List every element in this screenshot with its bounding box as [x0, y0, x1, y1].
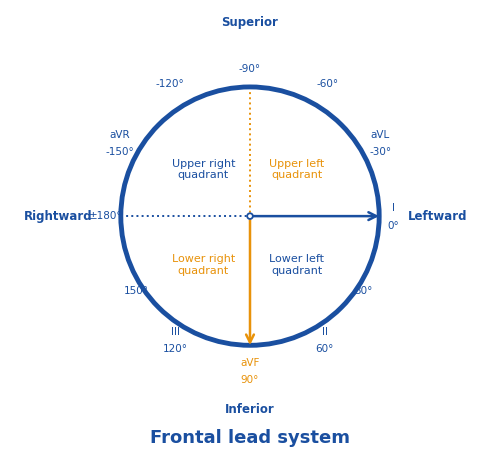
- Text: Frontal lead system: Frontal lead system: [150, 429, 350, 447]
- Text: Upper right
quadrant: Upper right quadrant: [172, 159, 235, 180]
- Text: Inferior: Inferior: [225, 404, 275, 416]
- Text: Lower left
quadrant: Lower left quadrant: [269, 254, 324, 276]
- Text: -150°: -150°: [105, 146, 134, 156]
- Text: III: III: [170, 327, 179, 337]
- Text: ±180°: ±180°: [88, 211, 122, 221]
- Text: Rightward: Rightward: [24, 210, 92, 223]
- Text: 120°: 120°: [162, 344, 188, 354]
- Text: Superior: Superior: [222, 16, 278, 29]
- Text: -60°: -60°: [316, 79, 338, 89]
- Text: -120°: -120°: [156, 79, 184, 89]
- Text: 0°: 0°: [388, 221, 400, 231]
- Text: I: I: [392, 203, 395, 213]
- Text: 150°: 150°: [124, 286, 149, 296]
- Text: Leftward: Leftward: [408, 210, 467, 223]
- Text: Lower right
quadrant: Lower right quadrant: [172, 254, 235, 276]
- Circle shape: [247, 213, 253, 219]
- Text: -90°: -90°: [239, 64, 261, 74]
- Text: Upper left
quadrant: Upper left quadrant: [269, 159, 324, 180]
- Text: 90°: 90°: [241, 375, 259, 385]
- Text: aVR: aVR: [109, 130, 130, 140]
- Text: 30°: 30°: [354, 286, 373, 296]
- Text: -30°: -30°: [370, 146, 392, 156]
- Text: aVL: aVL: [371, 130, 390, 140]
- Text: II: II: [322, 327, 328, 337]
- Text: 60°: 60°: [316, 344, 334, 354]
- Text: aVF: aVF: [240, 358, 260, 368]
